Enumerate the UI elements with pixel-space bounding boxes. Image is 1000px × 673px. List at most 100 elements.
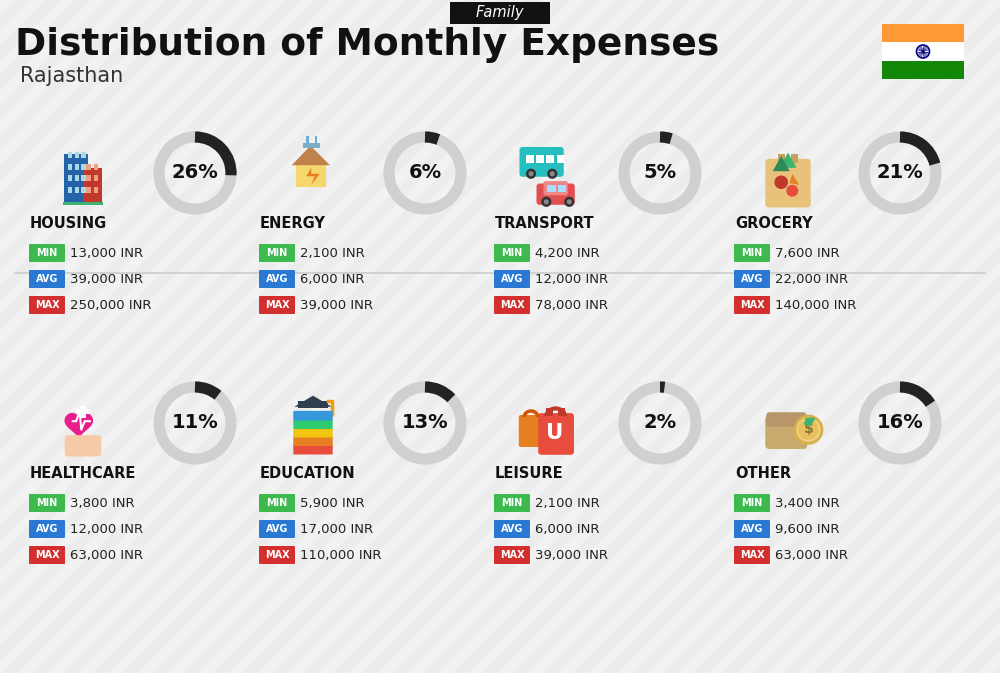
Text: 63,000 INR: 63,000 INR: [775, 548, 848, 561]
Text: $: $: [803, 422, 813, 436]
Text: MAX: MAX: [35, 300, 59, 310]
FancyBboxPatch shape: [450, 2, 550, 24]
Bar: [81, 176, 86, 182]
Bar: [64, 154, 88, 203]
FancyBboxPatch shape: [293, 411, 333, 421]
Bar: [306, 135, 309, 144]
Text: 78,000 INR: 78,000 INR: [535, 299, 608, 312]
Text: 22,000 INR: 22,000 INR: [775, 273, 848, 285]
Text: AVG: AVG: [741, 274, 763, 284]
Bar: [63, 202, 103, 205]
Bar: [298, 401, 328, 408]
Bar: [83, 168, 102, 203]
Bar: [546, 408, 553, 416]
Text: MAX: MAX: [35, 550, 59, 560]
Bar: [94, 176, 98, 182]
Text: 7,600 INR: 7,600 INR: [775, 246, 840, 260]
Text: 11%: 11%: [172, 413, 218, 433]
Text: MIN: MIN: [501, 248, 523, 258]
Text: 39,000 INR: 39,000 INR: [535, 548, 608, 561]
Text: 250,000 INR: 250,000 INR: [70, 299, 152, 312]
Bar: [81, 164, 86, 170]
Text: 13%: 13%: [402, 413, 448, 433]
Circle shape: [547, 169, 557, 179]
Circle shape: [544, 199, 549, 205]
FancyBboxPatch shape: [29, 270, 65, 288]
Text: MIN: MIN: [266, 498, 288, 508]
Circle shape: [567, 199, 572, 205]
Bar: [882, 24, 964, 42]
FancyBboxPatch shape: [494, 520, 530, 538]
Bar: [546, 155, 554, 163]
Bar: [74, 176, 79, 182]
FancyBboxPatch shape: [536, 184, 575, 205]
Circle shape: [528, 171, 534, 176]
FancyBboxPatch shape: [494, 270, 530, 288]
Bar: [547, 185, 556, 192]
Bar: [556, 155, 564, 163]
Polygon shape: [65, 413, 92, 438]
Text: 39,000 INR: 39,000 INR: [70, 273, 143, 285]
Polygon shape: [294, 396, 332, 406]
Text: HOUSING: HOUSING: [30, 215, 107, 230]
FancyBboxPatch shape: [734, 494, 770, 512]
Text: U: U: [546, 423, 563, 443]
Text: AVG: AVG: [741, 524, 763, 534]
FancyBboxPatch shape: [293, 419, 333, 429]
FancyBboxPatch shape: [765, 415, 807, 449]
Bar: [86, 187, 91, 193]
Bar: [882, 42, 964, 61]
Text: 16%: 16%: [877, 413, 923, 433]
Text: 9,600 INR: 9,600 INR: [775, 522, 840, 536]
Text: GROCERY: GROCERY: [735, 215, 813, 230]
Text: 110,000 INR: 110,000 INR: [300, 548, 382, 561]
Text: MAX: MAX: [500, 300, 524, 310]
Polygon shape: [790, 174, 799, 185]
FancyBboxPatch shape: [259, 244, 295, 262]
FancyBboxPatch shape: [259, 494, 295, 512]
FancyBboxPatch shape: [259, 296, 295, 314]
FancyBboxPatch shape: [734, 546, 770, 564]
Text: 4,200 INR: 4,200 INR: [535, 246, 600, 260]
FancyBboxPatch shape: [29, 244, 65, 262]
Bar: [81, 151, 86, 157]
Polygon shape: [780, 153, 796, 168]
Circle shape: [526, 169, 536, 179]
Text: AVG: AVG: [36, 524, 58, 534]
Bar: [68, 176, 72, 182]
Polygon shape: [296, 166, 326, 186]
Text: AVG: AVG: [266, 274, 288, 284]
FancyBboxPatch shape: [538, 413, 574, 455]
Circle shape: [329, 412, 334, 417]
Text: MIN: MIN: [266, 248, 288, 258]
FancyBboxPatch shape: [29, 296, 65, 314]
Text: 63,000 INR: 63,000 INR: [70, 548, 143, 561]
Bar: [81, 187, 86, 193]
Bar: [778, 154, 785, 163]
FancyBboxPatch shape: [259, 546, 295, 564]
Text: 2,100 INR: 2,100 INR: [300, 246, 365, 260]
FancyBboxPatch shape: [765, 159, 811, 207]
FancyBboxPatch shape: [29, 520, 65, 538]
FancyBboxPatch shape: [293, 428, 333, 437]
Text: 6,000 INR: 6,000 INR: [300, 273, 364, 285]
Text: MIN: MIN: [36, 498, 58, 508]
Text: MIN: MIN: [741, 248, 763, 258]
Circle shape: [786, 185, 798, 197]
FancyBboxPatch shape: [520, 147, 564, 177]
Text: EDUCATION: EDUCATION: [260, 466, 356, 481]
Text: MAX: MAX: [265, 550, 289, 560]
Text: Family: Family: [476, 5, 524, 20]
FancyBboxPatch shape: [29, 546, 65, 564]
Text: 2,100 INR: 2,100 INR: [535, 497, 600, 509]
Text: AVG: AVG: [501, 274, 523, 284]
FancyBboxPatch shape: [734, 520, 770, 538]
Text: MIN: MIN: [36, 248, 58, 258]
Bar: [791, 154, 798, 163]
Bar: [882, 61, 964, 79]
Text: MAX: MAX: [500, 550, 524, 560]
Text: MAX: MAX: [265, 300, 289, 310]
Text: 140,000 INR: 140,000 INR: [775, 299, 856, 312]
Bar: [74, 164, 79, 170]
Bar: [68, 151, 72, 157]
